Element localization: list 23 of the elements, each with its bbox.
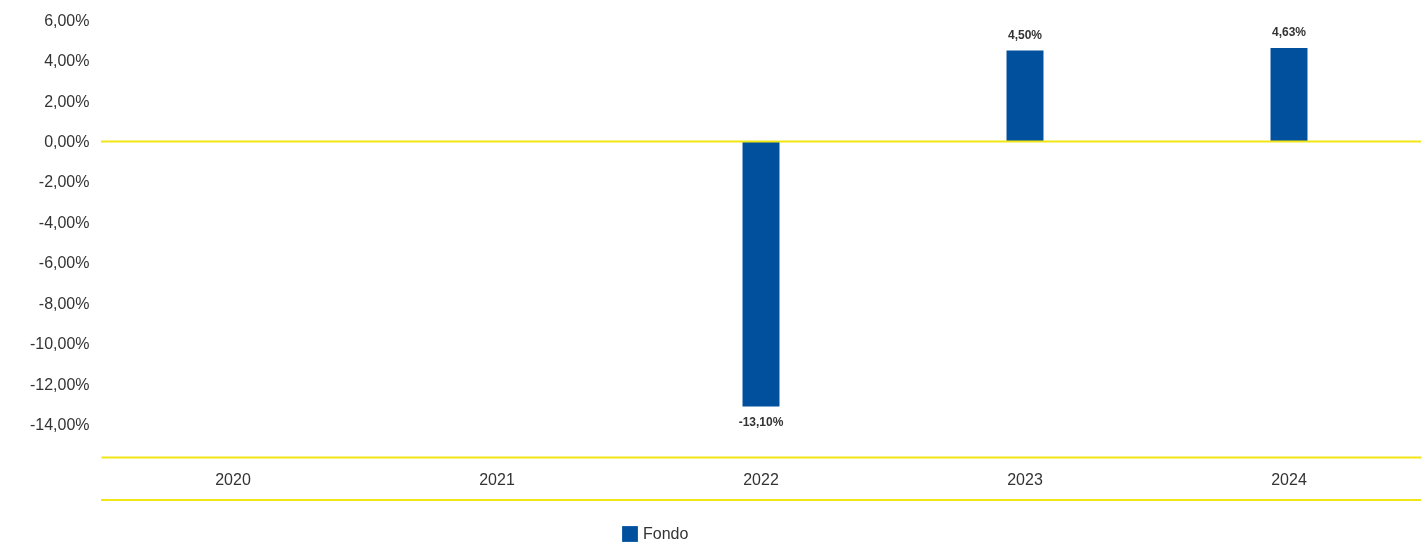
y-tick-label: -6,00% [38,254,90,272]
legend-label: Fondo [643,525,689,542]
y-tick-label: -10,00% [29,335,90,353]
x-tick-label: 2022 [743,470,779,488]
y-tick-label: -4,00% [38,213,90,231]
y-tick-label: -14,00% [29,416,90,434]
x-tick-label: 2021 [479,470,515,488]
y-tick-label: 0,00% [44,133,90,151]
x-tick-label: 2024 [1271,470,1307,488]
bar [742,141,780,407]
y-tick-label: 4,00% [44,52,90,70]
bar [1270,47,1308,142]
text: 4,63% [1271,24,1307,39]
y-tick-label: -8,00% [38,294,90,312]
bar [1006,50,1044,142]
x-tick-label: 2023 [1007,470,1043,488]
x-tick-label: 2020 [215,470,251,488]
y-tick-label: -12,00% [29,375,90,393]
text: 4,50% [1007,27,1043,42]
y-tick-label: 2,00% [44,92,90,110]
y-tick-label: -2,00% [38,173,90,191]
y-tick-label: 6,00% [44,11,90,29]
text: -13,10% [738,415,784,430]
